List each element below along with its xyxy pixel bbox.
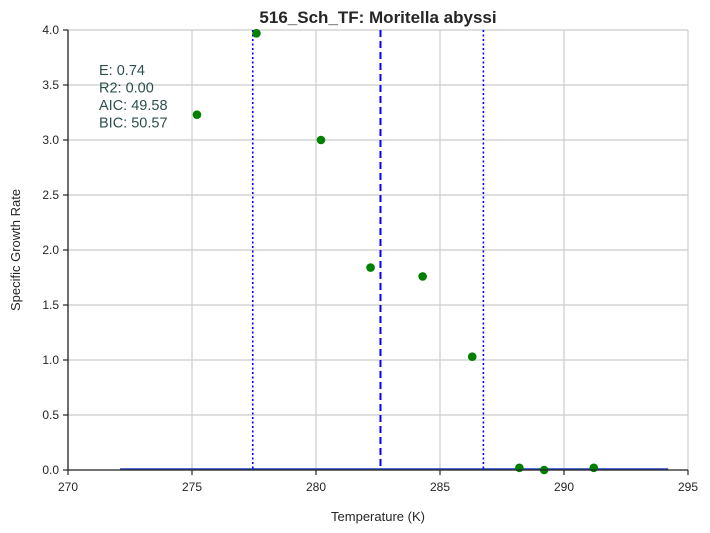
y-tick-label: 1.0 [42,353,59,367]
y-tick-label: 0.0 [42,463,59,477]
ticks-layer: 270 275 280 285 290 295 0.0 0.5 1.0 1.5 2.0 2.5 3.0 3… [42,23,698,494]
data-point [366,263,375,272]
chart-title: 516_Sch_TF: Moritella abyssi [259,8,496,27]
data-point [316,135,326,145]
vertical-lines-layer [251,30,485,470]
y-tick-label: 0.5 [42,408,59,422]
y-tick-label: 4.0 [42,23,59,37]
data-point [515,463,524,473]
y-axis-label: Specific Growth Rate [8,189,23,311]
data-point [192,110,202,119]
y-tick-label: 3.5 [42,78,59,92]
x-tick-label: 270 [58,480,78,494]
x-tick-label: 285 [430,480,450,494]
annotation-aic: AIC: 49.58 [99,98,168,114]
y-tick-label: 2.0 [42,243,59,257]
y-tick-label: 2.5 [42,188,59,202]
x-tick-label: 290 [554,480,574,494]
y-tick-label: 1.5 [42,298,59,312]
annotation-r2: R2: 0.00 [99,81,154,97]
x-tick-label: 280 [306,480,326,494]
data-point [467,352,477,362]
annotation-bic: BIC: 50.57 [99,116,168,132]
data-point [252,29,261,38]
y-tick-label: 3.0 [42,133,59,147]
annotation-e: E: 0.74 [99,63,145,79]
grid [67,29,689,471]
data-point [589,463,599,473]
x-axis-label: Temperature (K) [331,509,425,524]
stats-annotation: E: 0.74 R2: 0.00 AIC: 49.58 BIC: 50.57 [99,63,168,132]
data-point [418,272,427,281]
x-tick-label: 295 [678,480,698,494]
x-tick-label: 275 [182,480,202,494]
